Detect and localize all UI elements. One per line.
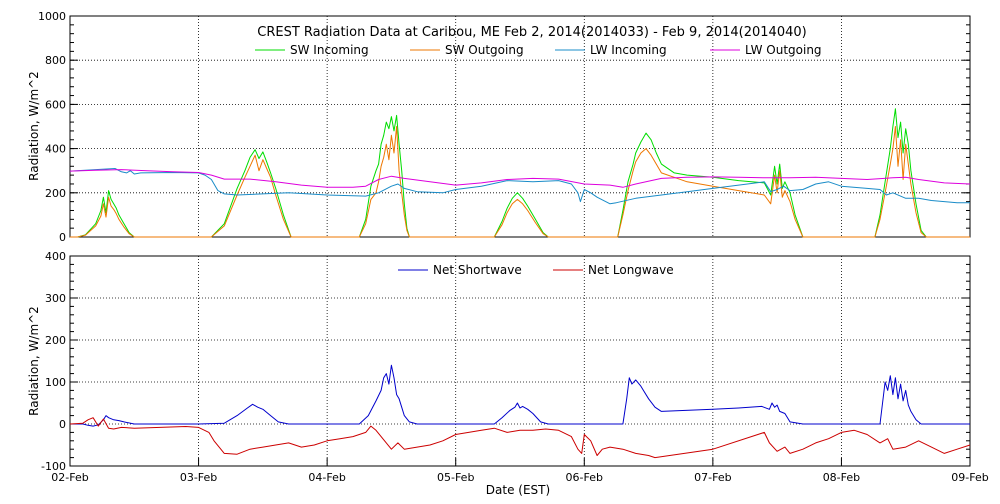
x-tick-label: 06-Feb — [566, 471, 603, 484]
series-line-net-shortwave — [70, 364, 970, 427]
y-tick-label: 200 — [45, 187, 66, 200]
top-y-axis-label: Radiation, W/m^2 — [27, 71, 41, 181]
bottom-plot-frame — [69, 255, 971, 467]
series-line-lw-outgoing — [69, 169, 971, 188]
y-tick-label: 800 — [45, 54, 66, 67]
bottom-series-lines — [69, 364, 971, 459]
x-tick-label: 02-Feb — [51, 471, 88, 484]
top-series-lines — [69, 108, 971, 238]
y-tick-label: 0 — [59, 418, 66, 431]
y-tick-label: 1000 — [38, 10, 66, 23]
x-tick-label: 03-Feb — [180, 471, 217, 484]
y-tick-label: 400 — [45, 143, 66, 156]
chart-title: CREST Radiation Data at Caribou, ME Feb … — [257, 25, 806, 40]
x-tick-label: 04-Feb — [308, 471, 345, 484]
legend-label-lw-outgoing: LW Outgoing — [745, 43, 822, 57]
top-y-ticks: 0 200 400 600 800 1000 — [38, 10, 970, 244]
x-tick-label: 08-Feb — [823, 471, 860, 484]
bottom-y-axis-label: Radiation, W/m^2 — [27, 306, 41, 416]
y-tick-label: 0 — [59, 231, 66, 244]
top-panel: 0 200 400 600 800 1000 CREST Radiation Data a… — [27, 10, 971, 244]
x-axis-label: Date (EST) — [486, 483, 550, 497]
y-tick-label: 600 — [45, 98, 66, 111]
legend-label-sw-outgoing: SW Outgoing — [445, 43, 524, 57]
series-line-sw-incoming — [70, 108, 970, 238]
x-tick-label: 07-Feb — [694, 471, 731, 484]
x-tick-label: 09-Feb — [951, 471, 988, 484]
bottom-x-ticks: 02-Feb 03-Feb 04-Feb 05-Feb 06-Feb 07-Feb 08-F… — [51, 458, 989, 484]
series-line-lw-incoming — [69, 168, 970, 205]
series-line-net-longwave — [69, 417, 971, 459]
top-gridlines — [70, 16, 970, 237]
y-tick-label: 100 — [45, 376, 66, 389]
x-tick-label: 05-Feb — [437, 471, 474, 484]
bottom-legend: Net Shortwave Net Longwave — [398, 263, 674, 277]
series-line-sw-outgoing — [70, 126, 970, 238]
y-tick-label: 400 — [45, 250, 66, 263]
y-tick-label: 200 — [45, 334, 66, 347]
top-legend: SW Incoming SW Outgoing LW Incoming LW O… — [255, 43, 822, 57]
y-tick-label: -100 — [41, 460, 66, 473]
y-tick-label: 300 — [45, 292, 66, 305]
bottom-panel: -100 0 100 200 300 400 02-Feb 03-Feb 04-Feb 05-F… — [27, 250, 989, 497]
legend-label-net-longwave: Net Longwave — [588, 263, 674, 277]
bottom-y-ticks: -100 0 100 200 300 400 — [41, 250, 970, 473]
legend-label-net-shortwave: Net Shortwave — [433, 263, 522, 277]
legend-label-sw-incoming: SW Incoming — [290, 43, 369, 57]
legend-label-lw-incoming: LW Incoming — [590, 43, 667, 57]
top-plot-frame — [69, 15, 971, 238]
bottom-gridlines — [70, 256, 970, 466]
